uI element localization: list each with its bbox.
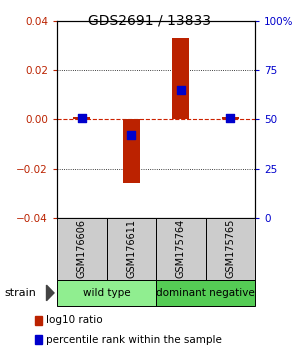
Text: GSM176606: GSM176606	[77, 219, 87, 278]
Bar	[222, 117, 239, 119]
Bar	[123, 119, 140, 183]
Text: percentile rank within the sample: percentile rank within the sample	[46, 335, 222, 345]
Bar	[106, 218, 156, 280]
Text: GSM175764: GSM175764	[176, 219, 186, 278]
Point	[178, 87, 183, 93]
Text: dominant negative: dominant negative	[156, 288, 255, 298]
Text: wild type: wild type	[83, 288, 130, 298]
Point	[129, 132, 134, 138]
Polygon shape	[46, 285, 54, 301]
Point	[228, 115, 233, 120]
Text: strain: strain	[4, 288, 36, 298]
Bar	[57, 280, 156, 306]
Bar	[156, 280, 255, 306]
Bar	[156, 218, 206, 280]
Point	[79, 116, 84, 121]
Text: GSM175765: GSM175765	[225, 219, 235, 278]
Text: log10 ratio: log10 ratio	[46, 315, 103, 325]
Bar	[172, 39, 189, 119]
Bar	[57, 218, 106, 280]
Text: GSM176611: GSM176611	[126, 219, 136, 278]
Text: GDS2691 / 13833: GDS2691 / 13833	[88, 13, 212, 27]
Bar	[73, 117, 90, 119]
Bar	[206, 218, 255, 280]
